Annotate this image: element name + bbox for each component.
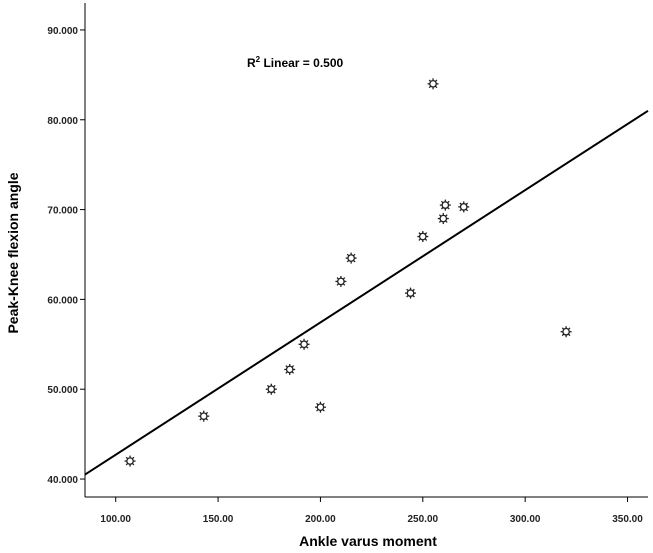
data-point-marker	[126, 457, 134, 465]
fit-line	[84, 109, 649, 476]
data-point-marker	[406, 289, 415, 297]
data-point	[437, 213, 449, 225]
r-squared-superscript: 2	[256, 55, 261, 64]
data-point-marker	[316, 403, 325, 412]
data-point	[335, 275, 347, 287]
x-tick-label: 100.00	[100, 514, 131, 525]
y-tick-label: 90.000	[47, 26, 78, 37]
data-point	[298, 338, 310, 350]
data-points	[124, 78, 572, 467]
data-point	[427, 78, 439, 90]
data-point	[439, 199, 451, 211]
y-tick-label: 70.000	[47, 206, 78, 217]
data-point-marker	[459, 203, 468, 211]
y-tick-label: 80.000	[47, 116, 78, 127]
x-tick-label: 250.00	[408, 514, 439, 525]
data-point	[405, 287, 417, 299]
data-point	[560, 326, 572, 338]
r-squared-text: Linear = 0.500	[260, 56, 343, 70]
data-point	[198, 410, 210, 422]
data-point	[314, 401, 326, 413]
r-squared-annotation: R2 Linear = 0.500	[247, 55, 344, 70]
data-point	[265, 383, 277, 395]
x-axis-ticks: 100.00 150.00 200.00 250.00 300.00 350.00	[100, 497, 643, 525]
data-point-marker	[337, 277, 345, 286]
data-point-marker	[429, 79, 437, 88]
data-point	[284, 363, 296, 375]
data-point-marker	[300, 340, 308, 349]
x-tick-label: 200.00	[305, 514, 336, 525]
axes	[84, 3, 648, 498]
x-tick-label: 150.00	[203, 514, 234, 525]
data-point-marker	[267, 385, 276, 394]
x-tick-label: 350.00	[612, 514, 643, 525]
data-point	[458, 201, 470, 213]
data-point	[124, 455, 136, 467]
data-point-marker	[439, 214, 448, 223]
data-point-marker	[418, 232, 427, 241]
x-axis-title: Ankle varus moment	[299, 533, 437, 549]
y-tick-label: 40.000	[47, 475, 78, 486]
data-point-marker	[562, 327, 570, 336]
y-axis-title: Peak-Knee flexion angle	[5, 172, 21, 333]
data-point	[345, 252, 357, 264]
x-tick-label: 300.00	[510, 514, 541, 525]
data-point-marker	[285, 365, 294, 374]
y-tick-label: 60.000	[47, 295, 78, 306]
r-squared-prefix: R	[247, 56, 256, 70]
y-tick-label: 50.000	[47, 385, 78, 396]
data-point-marker	[347, 254, 355, 262]
data-point-marker	[199, 412, 208, 421]
data-point	[417, 231, 429, 243]
fit-line-group	[84, 109, 649, 476]
y-axis-ticks: 40.000 50.000 60.000 70.000 80.000 90.000	[47, 26, 85, 486]
data-point-marker	[441, 201, 450, 209]
